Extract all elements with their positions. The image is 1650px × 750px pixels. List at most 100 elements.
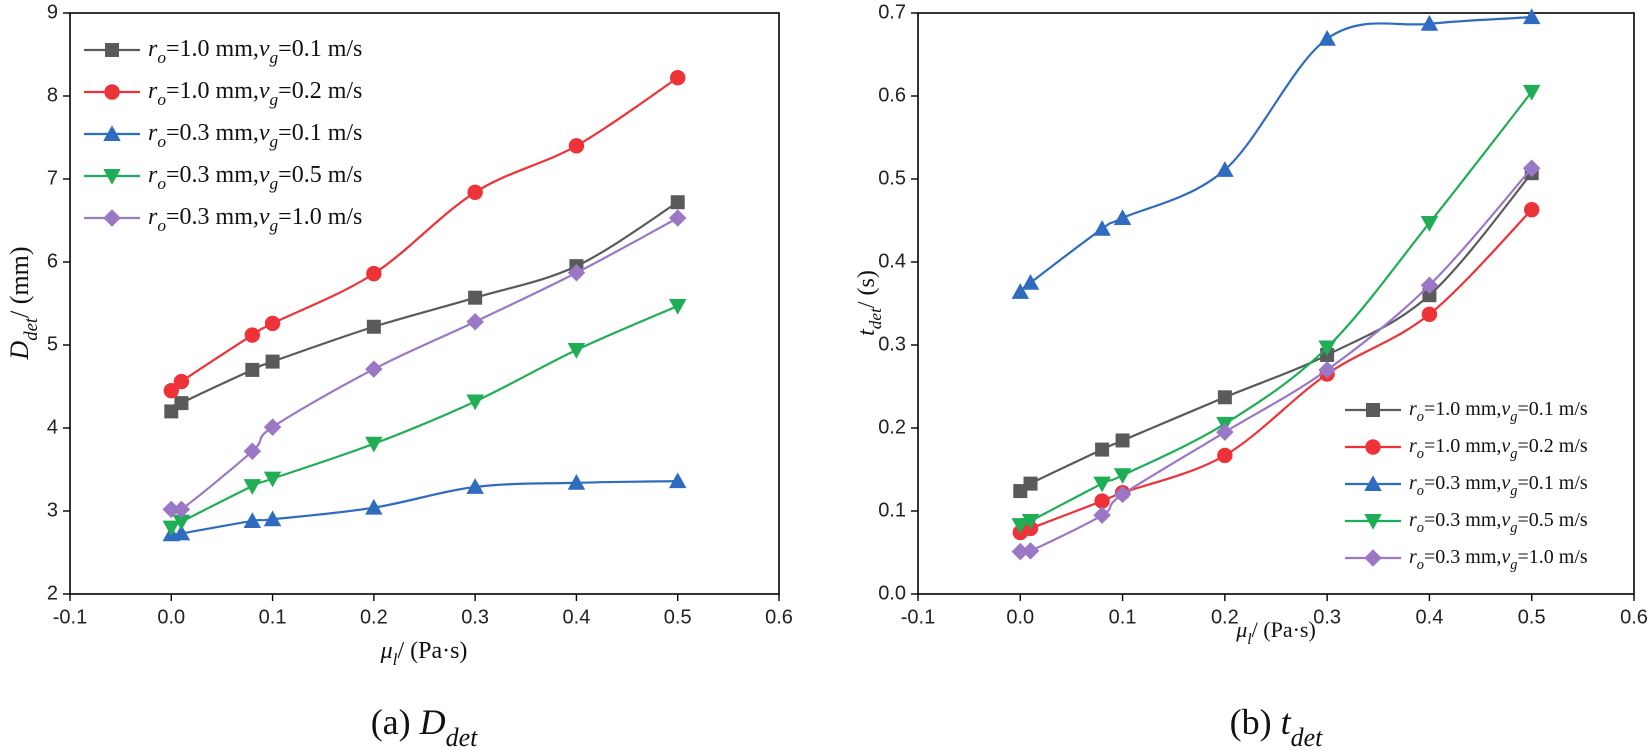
- y-axis-label: Ddet/ (mm): [5, 246, 42, 360]
- marker: [1522, 84, 1541, 101]
- x-tick-label: 0.2: [360, 606, 388, 628]
- x-axis-label: μl/ (Pa·s): [380, 638, 468, 670]
- y-tick-label: 4: [47, 416, 58, 438]
- marker: [366, 265, 382, 282]
- legend-marker: [1366, 403, 1380, 417]
- marker: [466, 478, 484, 494]
- marker: [1021, 542, 1040, 560]
- x-tick-label: 0.0: [1006, 606, 1034, 628]
- marker: [174, 396, 189, 411]
- marker: [668, 472, 687, 489]
- marker: [1113, 485, 1132, 504]
- legend-marker: [103, 169, 121, 185]
- y-tick-label: 3: [47, 499, 58, 521]
- marker: [245, 362, 260, 377]
- y-tick-label: 2: [47, 582, 58, 604]
- x-tick-label: -0.1: [53, 606, 87, 628]
- marker: [1217, 447, 1233, 464]
- y-axis-label: tdet/ (s): [854, 270, 886, 336]
- legend-marker: [105, 43, 119, 57]
- marker: [1217, 390, 1232, 405]
- marker: [567, 474, 586, 490]
- y-tick-label: 7: [47, 167, 58, 189]
- caption: (b) tdet: [1230, 702, 1323, 750]
- marker: [265, 354, 280, 369]
- x-tick-label: 0.1: [1109, 606, 1137, 628]
- marker: [567, 342, 586, 359]
- marker: [1113, 468, 1132, 485]
- y-tick-label: 0.4: [878, 250, 906, 272]
- legend-label: ro=0.3 mm,vg=0.1 m/s: [1409, 472, 1588, 500]
- x-tick-label: 0.3: [1313, 606, 1341, 628]
- marker: [1093, 506, 1111, 524]
- marker: [162, 520, 181, 537]
- marker: [1420, 276, 1439, 294]
- caption: (a) Ddet: [371, 702, 478, 750]
- marker: [1115, 433, 1130, 448]
- marker: [263, 510, 282, 527]
- y-tick-label: 0.7: [878, 1, 906, 23]
- marker: [366, 319, 381, 334]
- legend-marker: [1364, 514, 1382, 530]
- y-tick-label: 0.3: [878, 333, 906, 355]
- legend-marker: [103, 209, 121, 227]
- marker: [1011, 518, 1030, 534]
- legend-marker: [104, 84, 120, 100]
- marker: [1093, 476, 1111, 493]
- plot-frame: [917, 12, 1635, 595]
- marker: [264, 315, 281, 332]
- marker: [1318, 361, 1336, 379]
- x-tick-label: 0.3: [461, 606, 489, 628]
- x-tick-label: 0.5: [664, 606, 692, 628]
- series-line: [1019, 91, 1533, 527]
- marker: [668, 209, 687, 227]
- legend-label: ro=0.3 mm,vg=0.5 m/s: [148, 162, 362, 194]
- legend-label: ro=0.3 mm,vg=1.0 m/s: [148, 204, 362, 236]
- y-tick-label: 0.5: [878, 167, 906, 189]
- marker: [670, 70, 686, 86]
- x-tick-label: 0.4: [1416, 606, 1444, 628]
- y-tick-label: 0.1: [878, 499, 906, 521]
- marker: [243, 442, 262, 460]
- marker: [467, 184, 483, 200]
- marker: [365, 436, 383, 453]
- legend-label: ro=0.3 mm,vg=0.1 m/s: [148, 120, 362, 152]
- marker: [172, 524, 191, 541]
- marker: [1524, 202, 1540, 218]
- marker: [263, 418, 282, 436]
- marker: [1318, 340, 1336, 357]
- marker: [263, 471, 282, 488]
- marker: [1420, 215, 1439, 232]
- y-tick-label: 8: [47, 84, 58, 106]
- marker: [162, 500, 181, 519]
- marker: [1318, 29, 1336, 46]
- legend-label: ro=1.0 mm,vg=0.2 m/s: [1409, 435, 1588, 463]
- y-tick-label: 0.2: [878, 416, 906, 438]
- marker: [1113, 209, 1132, 226]
- legend-marker: [1365, 439, 1381, 455]
- x-tick-label: -0.1: [901, 606, 935, 628]
- marker: [468, 290, 483, 305]
- marker: [1023, 476, 1038, 491]
- marker: [172, 500, 191, 519]
- x-tick-label: 0.6: [1620, 606, 1648, 628]
- marker: [243, 479, 262, 495]
- y-tick-label: 9: [47, 1, 58, 23]
- marker: [1216, 161, 1234, 177]
- marker: [1021, 513, 1040, 530]
- marker: [670, 195, 685, 210]
- x-tick-label: 0.6: [765, 606, 793, 628]
- marker: [1094, 493, 1110, 509]
- marker: [365, 360, 383, 378]
- legend-label: ro=1.0 mm,vg=0.2 m/s: [148, 78, 362, 110]
- marker: [1021, 274, 1040, 290]
- marker: [466, 313, 484, 331]
- marker: [1011, 283, 1030, 299]
- marker: [1420, 15, 1439, 31]
- marker: [244, 327, 261, 343]
- marker: [1522, 8, 1541, 25]
- y-tick-label: 6: [47, 250, 58, 272]
- x-axis-label: μl/ (Pa·s): [1235, 617, 1316, 648]
- x-tick-label: 0.0: [157, 606, 185, 628]
